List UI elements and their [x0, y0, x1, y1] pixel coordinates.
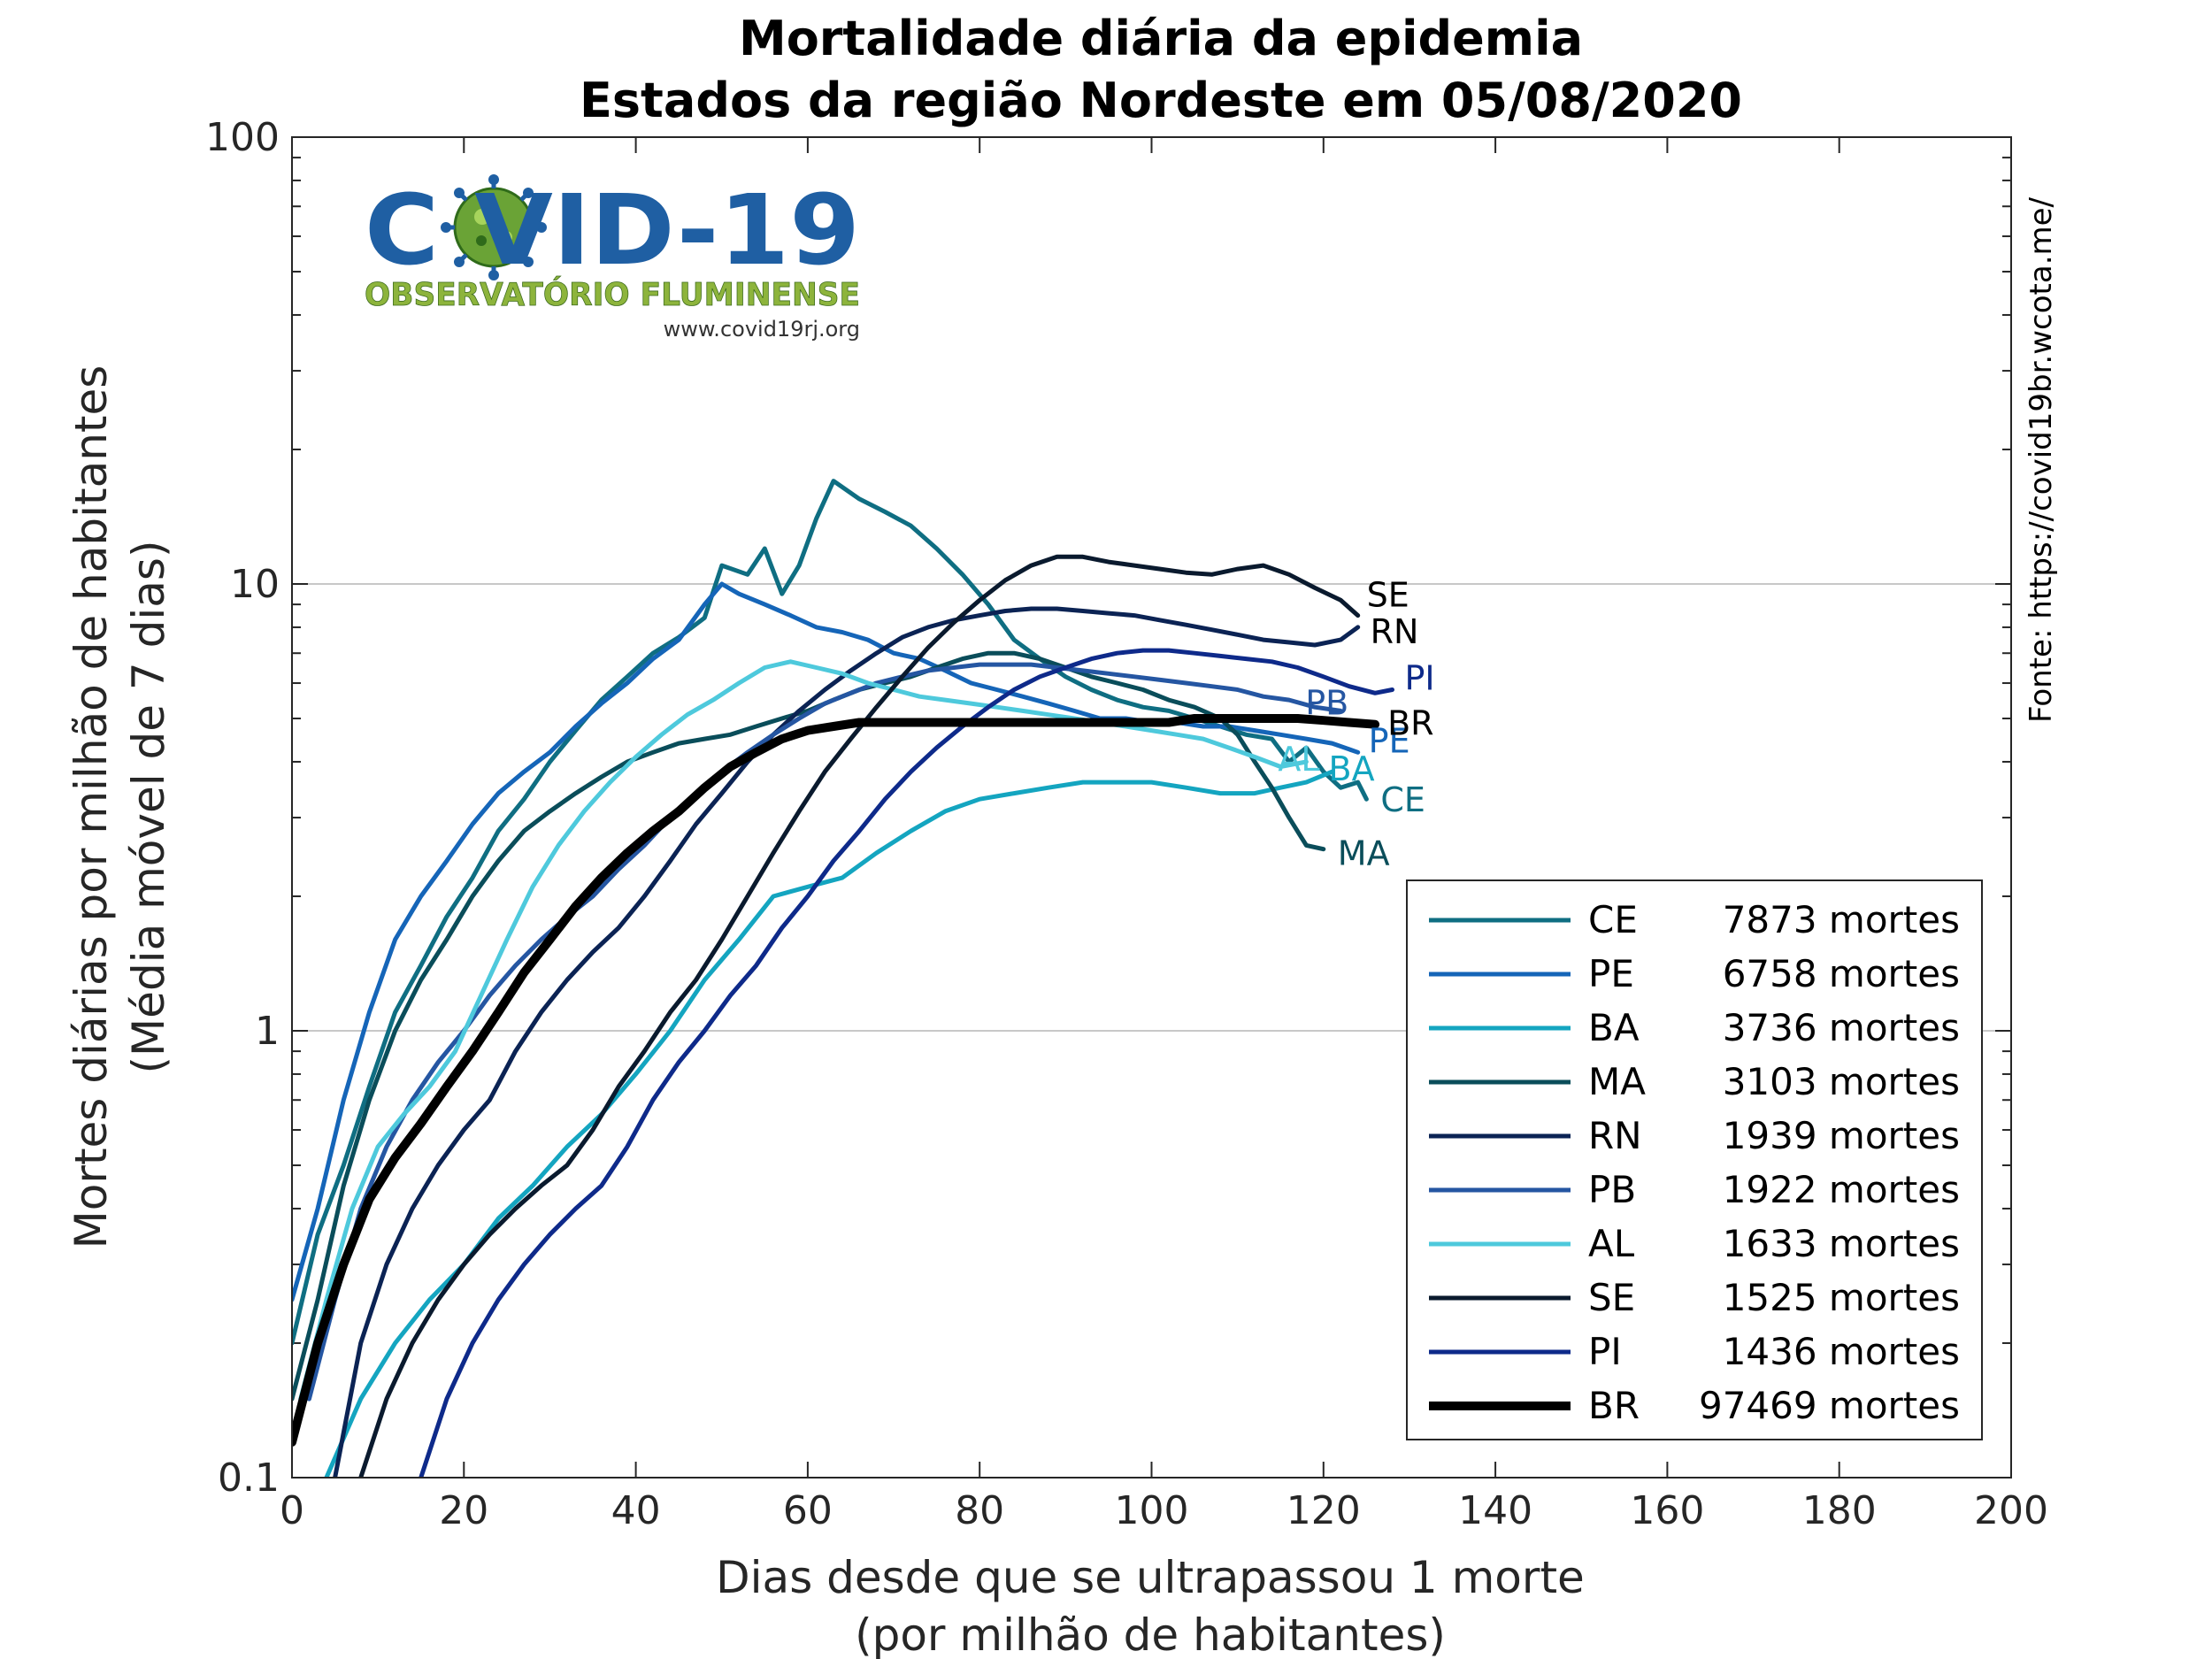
end-label-ce: CE — [1380, 780, 1425, 819]
end-label-ba: BA — [1329, 749, 1375, 788]
virus-icon — [441, 174, 547, 280]
x-tick-labels: 0 20 40 60 80 100 120 140 160 180 200 — [280, 1488, 2048, 1533]
series-line-pi — [419, 648, 1394, 1478]
x-tick-label: 80 — [955, 1488, 1004, 1533]
x-tick-label: 40 — [611, 1488, 661, 1533]
chart-title-line-1: Mortalidade diária da epidemia — [739, 11, 1583, 66]
legend-name-pb: PB — [1588, 1168, 1636, 1211]
x-axis-label-line-2: (por milhão de habitantes) — [855, 1609, 1446, 1659]
legend-deaths-pi: 1436 mortes — [1723, 1330, 1960, 1373]
end-label-pe: PE — [1369, 721, 1410, 760]
legend-deaths-ba: 3736 mortes — [1723, 1006, 1960, 1049]
y-tick-label: 0.1 — [218, 1455, 280, 1501]
ticks — [291, 137, 2012, 1479]
legend-name-ce: CE — [1588, 898, 1638, 941]
end-label-ma: MA — [1338, 834, 1390, 873]
x-tick-label: 160 — [1630, 1488, 1704, 1533]
legend-name-ba: BA — [1588, 1006, 1640, 1049]
x-tick-label: 140 — [1458, 1488, 1532, 1533]
x-tick-label: 20 — [439, 1488, 488, 1533]
legend-deaths-pe: 6758 mortes — [1723, 952, 1960, 995]
end-label-al: AL — [1278, 740, 1319, 779]
y-tick-label: 1 — [255, 1009, 280, 1054]
legend-deaths-ce: 7873 mortes — [1723, 898, 1960, 941]
logo-subtitle: OBSERVATÓRIO FLUMINENSE — [365, 276, 860, 313]
legend-deaths-al: 1633 mortes — [1723, 1222, 1960, 1265]
series-line-rn — [333, 606, 1361, 1478]
source-note: Fonte: https://covid19br.wcota.me/ — [2024, 196, 2059, 723]
x-tick-label: 120 — [1286, 1488, 1361, 1533]
legend-deaths-ma: 3103 mortes — [1723, 1060, 1960, 1103]
end-label-rn: RN — [1371, 612, 1419, 651]
x-axis-label-line-1: Dias desde que se ultrapassou 1 morte — [716, 1552, 1585, 1603]
y-axis-label-line-1: Mortes diárias por milhão de habitantes — [65, 365, 117, 1249]
legend: CE 7873 mortes PE 6758 mortes BA 3736 mortes M… — [1406, 879, 1983, 1440]
y-tick-label: 10 — [230, 562, 280, 607]
series-line-pb — [306, 662, 1343, 1402]
chart-title-line-2: Estados da região Nordeste em 05/08/2020 — [580, 73, 1742, 128]
legend-deaths-br: 97469 mortes — [1699, 1384, 1960, 1427]
x-tick-label: 60 — [783, 1488, 833, 1533]
legend-name-pe: PE — [1588, 952, 1634, 995]
logo-title: C VID-19 — [365, 173, 860, 287]
legend-name-al: AL — [1588, 1222, 1635, 1265]
end-label-se: SE — [1367, 576, 1409, 615]
end-label-pb: PB — [1305, 683, 1348, 722]
series-line-al — [298, 659, 1309, 1402]
series-lines — [292, 479, 1394, 1478]
legend-items: CE 7873 mortes PE 6758 mortes BA 3736 mortes M… — [1429, 898, 1960, 1427]
plot-frame — [291, 136, 2012, 1479]
x-tick-label: 180 — [1802, 1488, 1877, 1533]
y-tick-labels: 0.1 1 10 100 — [205, 115, 280, 1501]
legend-deaths-se: 1525 mortes — [1723, 1276, 1960, 1319]
x-tick-label: 100 — [1115, 1488, 1189, 1533]
y-tick-label: 100 — [205, 115, 280, 160]
legend-name-ma: MA — [1588, 1060, 1646, 1103]
x-tick-label: 200 — [1974, 1488, 2048, 1533]
logo-url: www.covid19rj.org — [664, 317, 860, 342]
x-tick-label: 0 — [280, 1488, 304, 1533]
series-line-br — [292, 714, 1380, 1447]
legend-name-se: SE — [1588, 1276, 1635, 1319]
legend-name-pi: PI — [1588, 1330, 1622, 1373]
legend-deaths-rn: 1939 mortes — [1723, 1114, 1960, 1157]
legend-name-rn: RN — [1588, 1114, 1642, 1157]
legend-name-br: BR — [1588, 1384, 1640, 1427]
y-axis-label-line-2: (Média móvel de 7 dias) — [123, 541, 174, 1074]
legend-deaths-pb: 1922 mortes — [1723, 1168, 1960, 1211]
end-label-pi: PI — [1405, 658, 1435, 697]
end-label-br: BR — [1387, 704, 1433, 743]
covid19-logo: C VID-19 OBSERVATÓRIO FLUMINENSE www.cov… — [365, 173, 861, 342]
